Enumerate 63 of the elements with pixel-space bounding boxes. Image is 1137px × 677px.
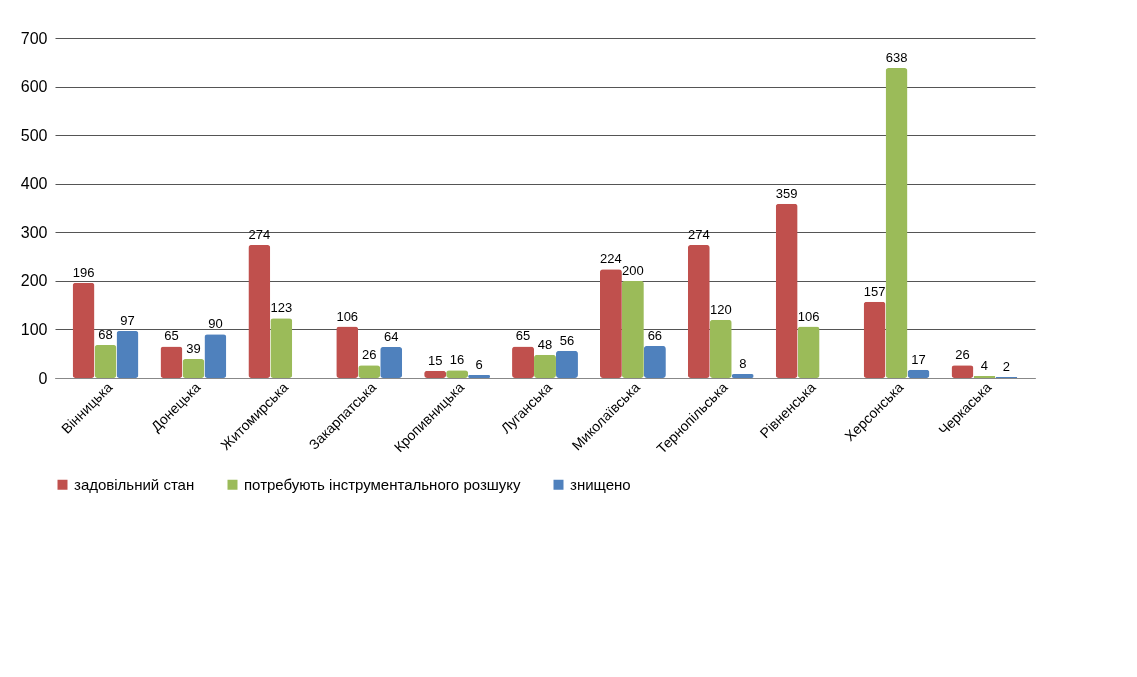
data-label: 16 — [449, 352, 465, 368]
bar — [468, 375, 491, 378]
data-label: 2 — [1002, 359, 1011, 375]
data-label: 26 — [361, 347, 377, 363]
bar — [270, 318, 293, 378]
bar — [775, 203, 798, 378]
bar — [160, 346, 183, 378]
data-label: 6 — [475, 357, 483, 373]
data-label: 15 — [427, 352, 443, 368]
data-label: 26 — [955, 347, 970, 363]
bar — [863, 301, 886, 378]
y-tick-label: 600 — [20, 78, 48, 96]
data-label: 224 — [600, 251, 622, 267]
data-label: 123 — [270, 300, 293, 316]
bar — [248, 244, 271, 378]
data-label: 8 — [739, 356, 747, 372]
data-label: 65 — [164, 328, 179, 344]
bar — [380, 346, 403, 378]
bar — [555, 350, 578, 378]
bar — [116, 330, 139, 378]
data-label: 48 — [537, 336, 553, 352]
data-label: 638 — [885, 50, 908, 66]
y-tick-label: 500 — [20, 126, 48, 144]
data-label: 200 — [622, 262, 644, 278]
data-label: 17 — [911, 351, 926, 367]
bar — [94, 344, 117, 378]
data-label: 4 — [980, 358, 989, 374]
bar — [72, 282, 95, 378]
y-tick-label: 400 — [20, 175, 48, 193]
data-label: 56 — [559, 332, 575, 348]
bar — [621, 280, 644, 378]
bar — [797, 326, 820, 378]
data-label: 106 — [797, 308, 820, 324]
data-label: 66 — [647, 327, 663, 343]
data-label: 359 — [775, 185, 798, 201]
bar — [599, 269, 622, 378]
legend-label: потребують інструментального розшуку — [244, 475, 522, 493]
bar — [709, 319, 732, 378]
legend-label: знищено — [570, 475, 631, 493]
data-label: 97 — [120, 312, 135, 328]
bar — [885, 68, 908, 378]
data-label: 39 — [186, 341, 201, 357]
data-label: 90 — [208, 316, 223, 332]
y-tick-label: 300 — [20, 223, 48, 241]
bar — [731, 374, 754, 378]
bar — [643, 345, 666, 378]
y-tick-label: 200 — [20, 272, 48, 290]
data-label: 68 — [98, 326, 113, 342]
bar — [687, 244, 710, 378]
bar — [336, 326, 359, 378]
data-label: 65 — [515, 328, 531, 344]
legend-label: задовільний стан — [74, 475, 195, 493]
y-tick-label: 700 — [20, 29, 48, 47]
data-label: 196 — [72, 264, 95, 280]
bar — [204, 334, 227, 378]
data-label: 157 — [863, 283, 886, 299]
data-label: 120 — [709, 301, 732, 317]
bar — [182, 359, 205, 378]
y-tick-label: 100 — [20, 320, 48, 338]
data-label: 64 — [383, 328, 399, 344]
data-label: 106 — [336, 308, 359, 324]
bar — [512, 346, 535, 378]
y-tick-label: 0 — [38, 369, 48, 387]
